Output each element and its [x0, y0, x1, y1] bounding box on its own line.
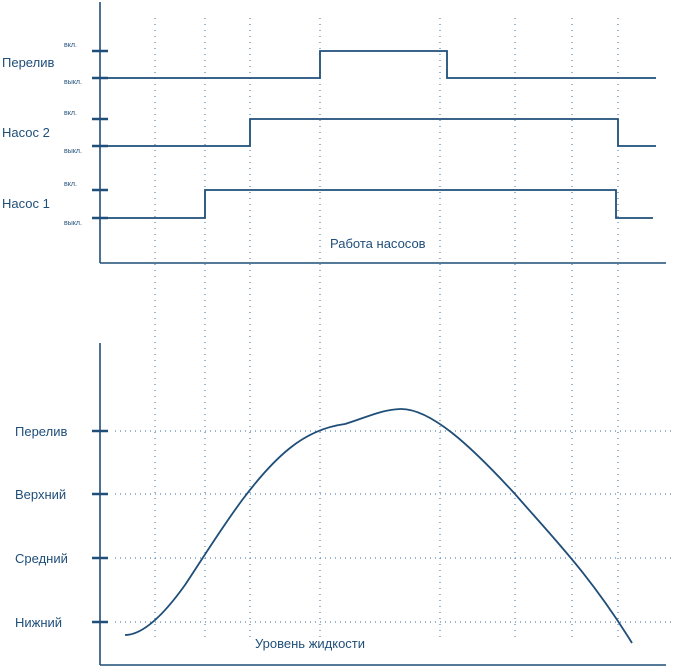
off-label-pump2: выкл. [64, 148, 82, 155]
bottom-ticks [92, 429, 108, 624]
track-label-overflow: Перелив [2, 55, 54, 70]
top-ticks [92, 49, 108, 220]
bottom-panel-caption: Уровень жидкости [255, 636, 365, 651]
on-label-pump2: вкл. [64, 110, 77, 117]
track-label-pump2: Насос 2 [2, 125, 50, 140]
on-label-pump1: вкл. [64, 181, 77, 188]
top-panel-caption: Работа насосов [330, 236, 426, 251]
level-label-overflow: Перелив [15, 424, 67, 439]
off-label-overflow: выкл. [64, 79, 82, 86]
level-label-upper: Верхний [15, 487, 66, 502]
time-markers [154, 18, 619, 640]
off-label-pump1: выкл. [64, 220, 82, 227]
overflow-signal-trace [108, 50, 656, 79]
on-label-overflow: вкл. [64, 42, 77, 49]
level-label-lower: Нижний [15, 615, 62, 630]
pump1-signal-trace [108, 189, 653, 219]
level-lines [115, 430, 675, 623]
liquid-level-curve [124, 408, 633, 644]
pump2-signal-trace [108, 118, 656, 147]
track-label-pump1: Насос 1 [2, 196, 50, 211]
bottom-axes [99, 343, 666, 666]
level-label-middle: Средний [15, 551, 68, 566]
top-axes [99, 2, 666, 264]
